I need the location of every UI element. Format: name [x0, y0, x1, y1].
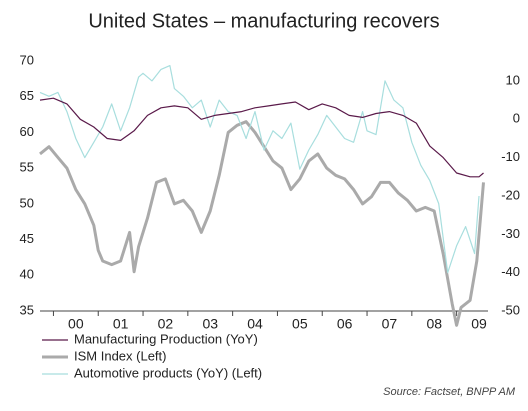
- y2-tick-label: 0: [513, 111, 520, 126]
- legend-label: Manufacturing Production (YoY): [74, 331, 258, 346]
- x-tick-label: 01: [113, 316, 129, 332]
- y-tick-label: 40: [20, 267, 34, 282]
- x-tick-label: 00: [68, 316, 84, 332]
- x-tick-label: 03: [202, 316, 218, 332]
- legend-label: Automotive products (YoY) (Left): [74, 365, 262, 380]
- y-tick-label: 60: [20, 124, 34, 139]
- chart-title: United States – manufacturing recovers: [88, 10, 439, 32]
- source-note: Source: Factset, BNPP AM: [383, 386, 516, 398]
- y2-tick-label: -40: [501, 264, 520, 279]
- y-tick-label: 45: [20, 231, 34, 246]
- series-line: [39, 65, 480, 274]
- x-tick-label: 07: [382, 316, 398, 332]
- y2-tick-label: 10: [506, 72, 520, 87]
- x-tick-label: 04: [247, 316, 263, 332]
- x-tick-label: 08: [426, 316, 442, 332]
- y-tick-label: 55: [20, 160, 34, 175]
- y2-tick-label: -50: [501, 302, 520, 317]
- y2-tick-label: -10: [501, 149, 520, 164]
- y2-tick-label: -20: [501, 187, 520, 202]
- x-tick-label: 09: [471, 316, 487, 332]
- series-line: [39, 97, 484, 178]
- legend-label: ISM Index (Left): [74, 348, 166, 363]
- y-tick-label: 50: [20, 195, 34, 210]
- y-tick-label: 65: [20, 88, 34, 103]
- y2-tick-label: -30: [501, 226, 520, 241]
- x-tick-label: 06: [337, 316, 353, 332]
- series-line: [39, 120, 485, 327]
- y-tick-label: 35: [20, 302, 34, 317]
- y-tick-label: 70: [20, 52, 34, 67]
- x-tick-label: 05: [292, 316, 308, 332]
- x-tick-label: 02: [158, 316, 174, 332]
